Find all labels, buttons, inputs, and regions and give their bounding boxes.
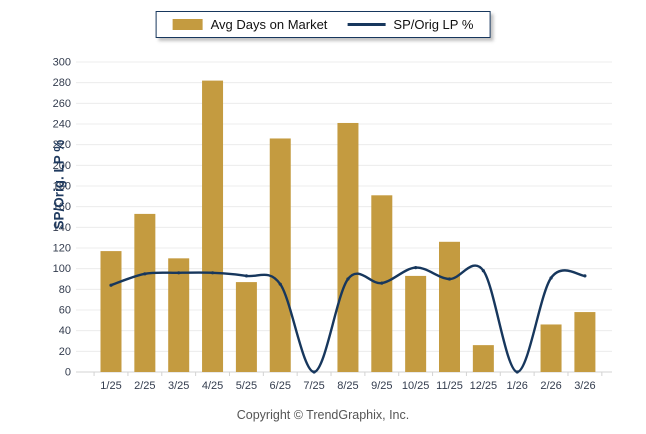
legend-item-line: SP/Orig LP % xyxy=(347,17,473,32)
bar-4/25 xyxy=(202,80,224,372)
bar-2/25 xyxy=(134,213,156,372)
legend-line-label: SP/Orig LP % xyxy=(393,17,474,32)
bar-3/26 xyxy=(574,312,596,372)
point-marker-1/26 xyxy=(515,370,519,374)
point-marker-5/25 xyxy=(244,274,248,278)
bar-12/25 xyxy=(472,345,494,372)
legend: Avg Days on Market SP/Orig LP % xyxy=(155,11,491,38)
line-legend-swatch-icon xyxy=(347,23,386,26)
copyright-text: Copyright © TrendGraphix, Inc. xyxy=(236,408,410,422)
y-tick-label: 0 xyxy=(65,367,71,379)
x-tick-label: 10/25 xyxy=(402,380,430,392)
point-marker-3/26 xyxy=(583,274,587,278)
point-marker-7/25 xyxy=(312,370,316,374)
point-marker-10/25 xyxy=(414,266,418,270)
y-tick-label: 20 xyxy=(59,346,71,358)
x-tick-label: 5/25 xyxy=(236,380,257,392)
point-marker-4/25 xyxy=(210,271,215,275)
y-tick-label: 180 xyxy=(53,181,71,193)
point-marker-8/25 xyxy=(346,277,350,281)
x-tick-label: 2/26 xyxy=(540,380,561,392)
y-tick-label: 140 xyxy=(53,222,71,234)
x-tick-label: 9/25 xyxy=(371,380,392,392)
point-marker-3/25 xyxy=(177,271,181,275)
x-tick-label: 1/25 xyxy=(100,380,121,392)
bar-11/25 xyxy=(439,241,460,372)
point-marker-6/25 xyxy=(278,282,282,286)
legend-bar-label: Avg Days on Market xyxy=(210,17,328,32)
bar-6/25 xyxy=(269,138,291,372)
x-tick-label: 3/26 xyxy=(574,380,595,392)
y-tick-label: 220 xyxy=(53,139,71,151)
point-marker-12/25 xyxy=(481,269,485,273)
x-tick-label: 3/25 xyxy=(168,380,189,392)
y-tick-label: 260 xyxy=(53,98,71,110)
bar-5/25 xyxy=(235,282,257,372)
y-tick-label: 120 xyxy=(53,243,71,255)
y-tick-label: 100 xyxy=(53,263,71,275)
x-tick-label: 1/26 xyxy=(506,380,527,392)
bar-legend-swatch-icon xyxy=(172,19,203,30)
y-tick-label: 160 xyxy=(53,201,71,213)
x-tick-label: 8/25 xyxy=(337,380,358,392)
x-tick-label: 6/25 xyxy=(270,380,291,392)
y-tick-label: 60 xyxy=(59,305,71,317)
y-tick-label: 200 xyxy=(53,160,71,172)
y-tick-label: 40 xyxy=(59,325,71,337)
bar-1/25 xyxy=(100,251,122,372)
x-tick-label: 4/25 xyxy=(202,380,223,392)
x-tick-label: 7/25 xyxy=(303,380,324,392)
y-tick-label: 300 xyxy=(53,57,71,69)
point-marker-2/25 xyxy=(143,272,147,276)
bar-3/25 xyxy=(168,258,190,372)
bar-8/25 xyxy=(337,122,359,372)
x-tick-label: 12/25 xyxy=(470,380,498,392)
y-tick-label: 240 xyxy=(53,119,71,131)
point-marker-11/25 xyxy=(447,277,452,281)
point-marker-9/25 xyxy=(380,281,384,285)
y-tick-label: 80 xyxy=(59,284,71,296)
y-axis-title: SP/Orig. LP % xyxy=(51,139,67,230)
bar-10/25 xyxy=(405,275,427,372)
point-marker-1/25 xyxy=(109,283,113,287)
x-tick-label: 2/25 xyxy=(134,380,155,392)
bar-2/26 xyxy=(540,324,562,372)
y-tick-label: 280 xyxy=(53,77,71,89)
legend-item-bar: Avg Days on Market xyxy=(172,17,328,32)
x-tick-label: 11/25 xyxy=(436,380,463,392)
point-marker-2/26 xyxy=(549,276,553,280)
